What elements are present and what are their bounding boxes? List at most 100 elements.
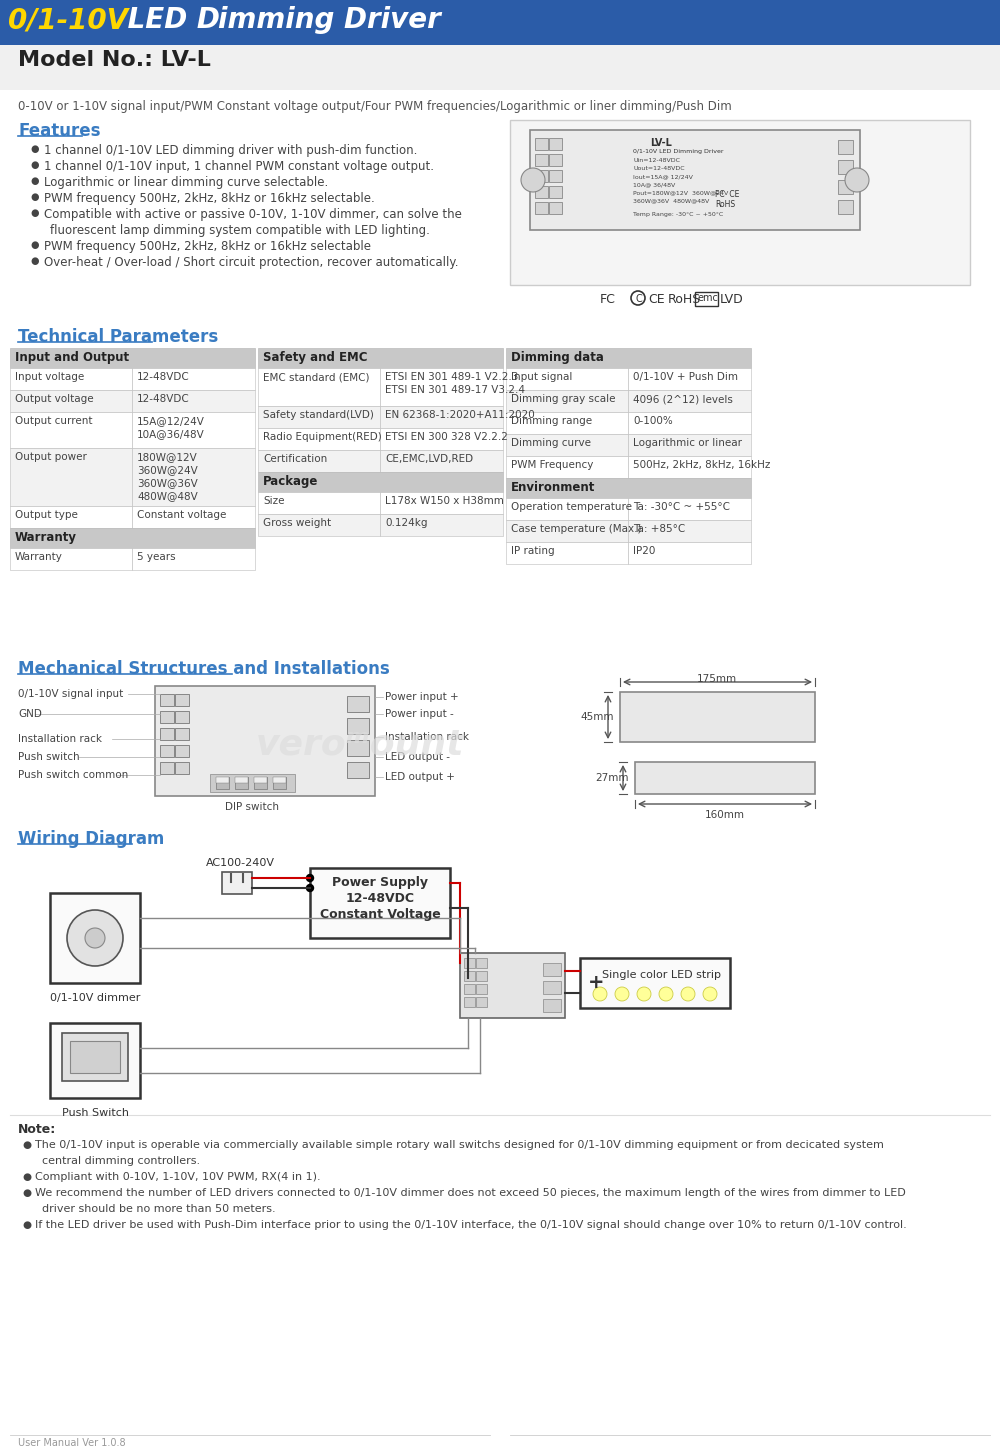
Text: Safety standard(LVD): Safety standard(LVD): [263, 410, 374, 420]
Text: Power input -: Power input -: [385, 709, 454, 719]
Bar: [273, 777, 286, 783]
Text: 360W@24V: 360W@24V: [137, 465, 198, 476]
Bar: [506, 434, 628, 455]
Text: 0-10V or 1-10V signal input/PWM Constant voltage output/Four PWM frequencies/Log: 0-10V or 1-10V signal input/PWM Constant…: [18, 100, 732, 113]
Text: Output power: Output power: [15, 452, 87, 463]
Bar: [258, 513, 380, 536]
Bar: [132, 412, 255, 448]
Text: If the LED driver be used with Push-Dim interface prior to using the 0/1-10V int: If the LED driver be used with Push-Dim …: [35, 1219, 907, 1230]
Text: EMC standard (EMC): EMC standard (EMC): [263, 373, 370, 381]
Bar: [347, 696, 369, 712]
Bar: [838, 200, 853, 215]
Text: Compliant with 0-10V, 1-10V, 10V PWM, RX(4 in 1).: Compliant with 0-10V, 1-10V, 10V PWM, RX…: [35, 1172, 321, 1182]
Text: Uout=12-48VDC: Uout=12-48VDC: [633, 165, 685, 171]
Bar: [10, 506, 132, 528]
Text: Certification: Certification: [263, 454, 327, 464]
Bar: [175, 745, 189, 757]
Bar: [838, 160, 853, 174]
Text: ●: ●: [30, 160, 38, 170]
Text: ●: ●: [22, 1219, 31, 1230]
Text: emc: emc: [697, 293, 718, 303]
Circle shape: [306, 874, 314, 882]
Text: Power input +: Power input +: [385, 692, 459, 702]
Bar: [476, 998, 487, 1006]
Bar: [273, 777, 286, 789]
Bar: [549, 186, 562, 199]
Text: 27mm: 27mm: [595, 773, 629, 783]
Bar: [543, 963, 561, 976]
Bar: [635, 763, 815, 795]
Bar: [549, 202, 562, 215]
Bar: [464, 998, 475, 1006]
Text: CE,EMC,LVD,RED: CE,EMC,LVD,RED: [385, 454, 473, 464]
Bar: [347, 718, 369, 734]
Text: LED D: LED D: [118, 6, 220, 33]
Text: Output voltage: Output voltage: [15, 394, 94, 405]
Circle shape: [593, 987, 607, 1000]
Bar: [235, 777, 248, 783]
Text: 0/1-10V LED Dimming Driver: 0/1-10V LED Dimming Driver: [633, 149, 724, 154]
Bar: [258, 406, 380, 428]
Bar: [258, 492, 380, 513]
Bar: [132, 368, 255, 390]
Circle shape: [521, 168, 545, 191]
Bar: [476, 985, 487, 995]
Bar: [476, 972, 487, 982]
Text: 45mm: 45mm: [580, 712, 614, 722]
Text: ETSI EN 301 489-1 V2.2.3: ETSI EN 301 489-1 V2.2.3: [385, 373, 518, 381]
Text: Temp Range: -30°C ~ +50°C: Temp Range: -30°C ~ +50°C: [633, 212, 723, 218]
Text: 1 channel 0/1-10V LED dimming driver with push-dim function.: 1 channel 0/1-10V LED dimming driver wit…: [44, 144, 417, 157]
Bar: [0, 0, 1000, 45]
Text: Push switch common: Push switch common: [18, 770, 128, 780]
Circle shape: [845, 168, 869, 191]
Bar: [535, 154, 548, 165]
Bar: [380, 406, 503, 428]
Bar: [549, 170, 562, 183]
Bar: [10, 528, 255, 548]
Text: 0/1-10V signal input: 0/1-10V signal input: [18, 689, 123, 699]
Text: 480W@48V: 480W@48V: [137, 492, 198, 502]
Text: Constant voltage: Constant voltage: [137, 510, 226, 521]
Circle shape: [67, 911, 123, 966]
Bar: [628, 434, 751, 455]
Text: 0/1-10V dimmer: 0/1-10V dimmer: [50, 993, 140, 1003]
Bar: [628, 497, 751, 521]
Bar: [210, 774, 295, 792]
Bar: [132, 548, 255, 570]
Text: Warranty: Warranty: [15, 531, 77, 544]
Bar: [506, 390, 628, 412]
Text: Dimming gray scale: Dimming gray scale: [511, 394, 616, 405]
Bar: [510, 120, 970, 286]
Text: +: +: [588, 973, 604, 992]
Text: RoHS: RoHS: [715, 200, 735, 209]
Text: 180W@12V: 180W@12V: [137, 452, 198, 463]
Bar: [10, 548, 132, 570]
Text: 15A@12/24V: 15A@12/24V: [137, 416, 205, 426]
Text: Safety and EMC: Safety and EMC: [263, 351, 368, 364]
Bar: [695, 291, 718, 306]
Bar: [160, 710, 174, 724]
Text: C: C: [635, 294, 642, 304]
Text: driver should be no more than 50 meters.: driver should be no more than 50 meters.: [35, 1204, 276, 1214]
Bar: [10, 412, 132, 448]
Text: Compatible with active or passive 0-10V, 1-10V dimmer, can solve the: Compatible with active or passive 0-10V,…: [44, 207, 462, 220]
Text: Dimming curve: Dimming curve: [511, 438, 591, 448]
Text: Operation temperature: Operation temperature: [511, 502, 632, 512]
Bar: [50, 1024, 140, 1098]
Text: Ta: -30°C ~ +55°C: Ta: -30°C ~ +55°C: [633, 502, 730, 512]
Bar: [628, 390, 751, 412]
Bar: [132, 506, 255, 528]
Text: LVD: LVD: [720, 293, 744, 306]
Bar: [70, 1041, 120, 1073]
Text: DIP switch: DIP switch: [225, 802, 279, 812]
Bar: [132, 448, 255, 506]
Text: ●: ●: [22, 1140, 31, 1150]
Text: fluorescent lamp dimming system compatible with LED lighting.: fluorescent lamp dimming system compatib…: [50, 223, 430, 236]
Text: 12-48VDC: 12-48VDC: [137, 394, 190, 405]
Text: ●: ●: [30, 191, 38, 202]
Text: 0.124kg: 0.124kg: [385, 518, 428, 528]
Text: 0/1-10V: 0/1-10V: [8, 6, 128, 33]
Bar: [460, 953, 565, 1018]
Bar: [506, 542, 628, 564]
Text: Model No.: LV-L: Model No.: LV-L: [18, 49, 211, 70]
